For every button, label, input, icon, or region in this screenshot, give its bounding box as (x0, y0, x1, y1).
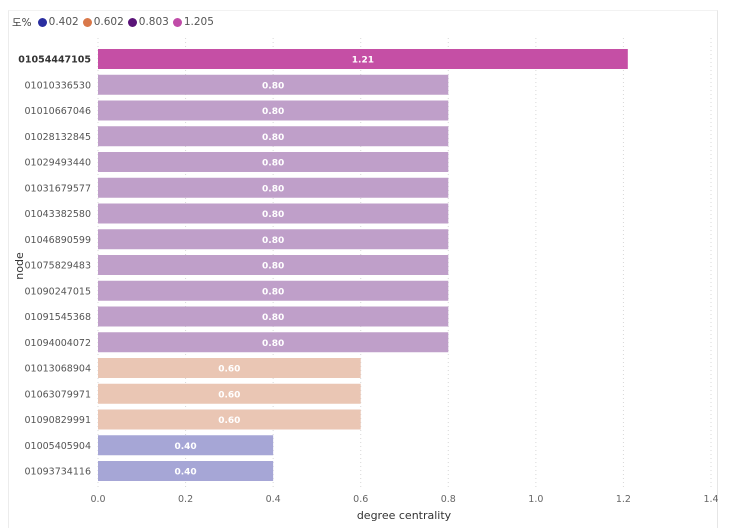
x-axis-ticks: 0.0 0.2 0.4 0.6 0.8 1.0 1.2 1.4 (90, 494, 718, 505)
x-tick-label: 0.6 (353, 494, 368, 505)
data-label: 0.80 (262, 236, 284, 246)
data-label: 0.80 (262, 184, 284, 194)
legend-item-0803[interactable]: 0.803 (127, 16, 169, 28)
bar[interactable] (98, 435, 274, 456)
x-tick-label: 0.2 (178, 494, 193, 505)
data-label: 0.80 (262, 313, 284, 323)
bars: 1.21 0.80 0.80 0.80 0.80 0.80 0.80 0.80 0.80 0.80… (98, 49, 628, 481)
x-tick-label: 0.8 (441, 494, 456, 505)
data-label: 0.80 (262, 159, 284, 169)
data-label: 0.60 (218, 416, 240, 426)
x-axis-title: degree centrality (357, 509, 452, 522)
y-tick-label: 01090829991 (25, 415, 92, 426)
bar[interactable] (98, 74, 449, 95)
y-tick-label: 01043382580 (25, 209, 92, 220)
legend-label: 0.803 (138, 16, 169, 28)
bar[interactable] (98, 49, 628, 69)
x-tick-label: 1.4 (703, 494, 718, 505)
legend-item-1205[interactable]: 1.205 (172, 16, 214, 28)
legend-label: 1.205 (183, 16, 214, 28)
y-tick-label: 01029493440 (25, 158, 92, 169)
data-label: 0.80 (262, 133, 284, 143)
data-label: 0.40 (174, 468, 196, 478)
x-tick-label: 0.4 (266, 494, 281, 505)
x-tick-label: 1.0 (528, 494, 543, 505)
bar[interactable] (98, 100, 449, 121)
data-label: 0.80 (262, 81, 284, 91)
legend-label: 0.402 (48, 16, 79, 28)
y-tick-label: 01010667046 (25, 106, 92, 117)
data-label: 0.80 (262, 107, 284, 117)
legend-dot-icon (37, 17, 47, 27)
legend-item-0602[interactable]: 0.602 (82, 16, 124, 28)
legend-title: 도% (12, 16, 32, 29)
bar[interactable] (98, 152, 449, 172)
y-tick-label: 01090247015 (25, 286, 92, 297)
y-tick-label: 01093734116 (25, 467, 92, 478)
bar[interactable] (98, 177, 449, 198)
y-tick-label: 01010336530 (25, 80, 92, 91)
y-axis-labels: 01054447105 01010336530 01010667046 0102813… (18, 55, 91, 478)
legend: 도% 0.402 0.602 0.803 1.205 (12, 14, 218, 30)
chart-panel (8, 10, 718, 528)
y-tick-label: 01031679577 (25, 183, 92, 194)
y-axis-title: node (13, 252, 26, 280)
bar[interactable] (98, 280, 449, 301)
data-label: 0.60 (218, 390, 240, 400)
y-tick-label: 01094004072 (25, 338, 92, 349)
legend-dot-icon (82, 17, 92, 27)
bar[interactable] (98, 306, 449, 327)
x-tick-label: 0.0 (90, 494, 105, 505)
data-label: 0.80 (262, 287, 284, 297)
bar[interactable] (98, 409, 361, 430)
bar[interactable] (98, 332, 449, 353)
legend-label: 0.602 (93, 16, 124, 28)
y-tick-label: 01028132845 (25, 132, 92, 143)
bar[interactable] (98, 255, 449, 275)
x-tick-label: 1.2 (616, 494, 631, 505)
bar[interactable] (98, 461, 274, 481)
legend-dot-icon (172, 17, 182, 27)
y-tick-label: 01054447105 (18, 55, 91, 66)
bar[interactable] (98, 229, 449, 250)
data-label: 0.60 (218, 365, 240, 375)
data-label: 0.40 (174, 442, 196, 452)
data-label: 0.80 (262, 262, 284, 272)
bar[interactable] (98, 383, 361, 404)
bar[interactable] (98, 358, 361, 378)
bar[interactable] (98, 126, 449, 147)
y-tick-label: 01091545368 (25, 312, 92, 323)
y-tick-label: 01005405904 (25, 441, 92, 452)
y-tick-label: 01013068904 (25, 364, 92, 375)
legend-dot-icon (127, 17, 137, 27)
bar[interactable] (98, 203, 449, 224)
y-tick-label: 01046890599 (25, 235, 92, 246)
y-tick-label: 01063079971 (25, 389, 92, 400)
data-label: 0.80 (262, 339, 284, 349)
legend-item-0402[interactable]: 0.402 (37, 16, 79, 28)
data-label: 1.21 (352, 56, 374, 66)
data-label: 0.80 (262, 210, 284, 220)
y-tick-label: 01075829483 (25, 261, 92, 272)
